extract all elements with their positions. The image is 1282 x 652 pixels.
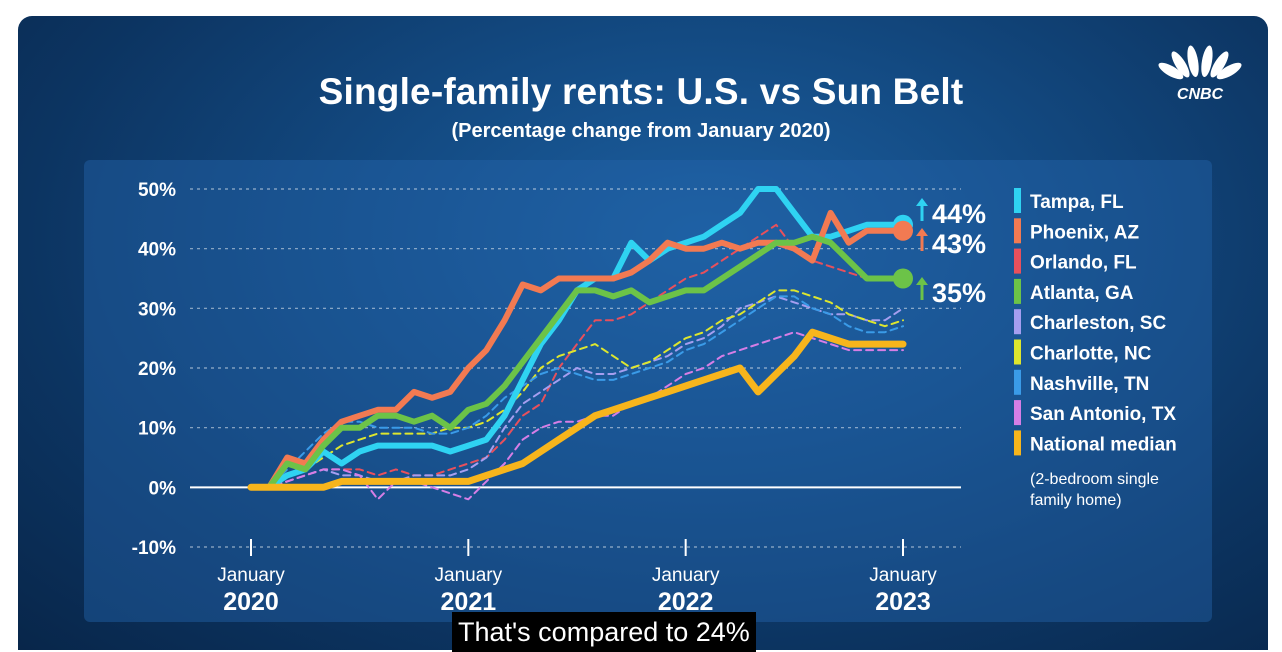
y-tick-label: 40%	[138, 240, 176, 261]
legend-swatch	[1014, 278, 1021, 304]
legend-label: Orlando, FL	[1030, 253, 1137, 274]
series-line-charlotte-nc	[250, 289, 904, 489]
cnbc-peacock-logo: CNBC	[1158, 45, 1242, 102]
series-line-orlando-fl	[250, 223, 904, 489]
end-point-marker	[893, 220, 913, 241]
legend-swatch	[1014, 369, 1021, 395]
x-tick-year: 2020	[223, 588, 279, 616]
legend-label: Charleston, SC	[1030, 313, 1166, 334]
y-tick-label: 10%	[138, 419, 176, 440]
legend-label: Nashville, TN	[1030, 374, 1149, 395]
x-tick-month: January	[435, 565, 503, 586]
end-point-marker	[893, 268, 913, 289]
video-frame: CNBC Single-family rents: U.S. vs Sun Be…	[18, 16, 1268, 650]
end-value-label: 35%	[932, 278, 986, 308]
series-line-atlanta-ga	[248, 233, 906, 491]
series-line-phoenix-az	[248, 209, 906, 491]
x-tick-year: 2023	[875, 588, 931, 616]
legend-label: Charlotte, NC	[1030, 344, 1152, 365]
end-value-label: 44%	[932, 199, 986, 229]
y-tick-label: 0%	[149, 478, 177, 499]
x-tick-month: January	[217, 565, 285, 586]
x-tick-month: January	[869, 565, 937, 586]
line-chart: 50%40%30%20%10%0%-10% January2020January…	[132, 180, 1177, 616]
series-line-san-antonio-tx	[250, 331, 904, 501]
legend-note: (2-bedroom single	[1030, 471, 1159, 488]
y-tick-label: 50%	[138, 180, 176, 201]
y-axis: 50% 40% 30% 20% 10% 0% -10%	[132, 180, 176, 559]
peacock-icon	[1158, 45, 1242, 80]
legend-swatch	[1014, 188, 1021, 213]
legend-swatch	[1014, 400, 1021, 426]
x-tick-year: 2021	[441, 588, 497, 616]
legend-label: San Antonio, TX	[1030, 404, 1176, 425]
legend-label: Phoenix, AZ	[1030, 222, 1139, 243]
legend-swatch	[1014, 248, 1021, 274]
legend-swatch	[1014, 430, 1021, 456]
legend-note: family home)	[1030, 492, 1122, 509]
y-tick-label: -10%	[132, 538, 176, 559]
legend: Tampa, FL Phoenix, AZ Orlando, FL Atlanta, …	[1014, 188, 1177, 509]
y-tick-label: 20%	[138, 359, 176, 380]
legend-swatch	[1014, 339, 1021, 365]
end-value-label: 43%	[932, 229, 986, 259]
x-tick-month: January	[652, 565, 720, 586]
legend-label: Tampa, FL	[1030, 192, 1124, 213]
chart-panel	[84, 160, 1212, 622]
video-caption: That's compared to 24%	[458, 617, 750, 647]
x-axis: January2020January2021January2022January…	[217, 539, 937, 616]
legend-label: National median	[1030, 434, 1177, 455]
cnbc-wordmark: CNBC	[1177, 86, 1224, 102]
up-arrow-head-icon	[916, 277, 928, 285]
caption-box: That's compared to 24%	[452, 612, 756, 652]
up-arrow-head-icon	[916, 228, 928, 236]
chart-subtitle: (Percentage change from January 2020)	[451, 120, 831, 142]
legend-swatch	[1014, 218, 1021, 244]
series-line-national-median	[247, 328, 907, 491]
end-labels: 44%43% 35%	[893, 198, 986, 308]
up-arrow-head-icon	[916, 198, 928, 206]
x-tick-year: 2022	[658, 588, 714, 616]
y-tick-label: 30%	[138, 299, 176, 320]
chart-title: Single-family rents: U.S. vs Sun Belt	[318, 71, 964, 112]
legend-label: Atlanta, GA	[1030, 283, 1134, 304]
legend-swatch	[1014, 309, 1021, 335]
series-line-nashville-tn	[250, 295, 904, 489]
series-lines	[247, 186, 907, 501]
